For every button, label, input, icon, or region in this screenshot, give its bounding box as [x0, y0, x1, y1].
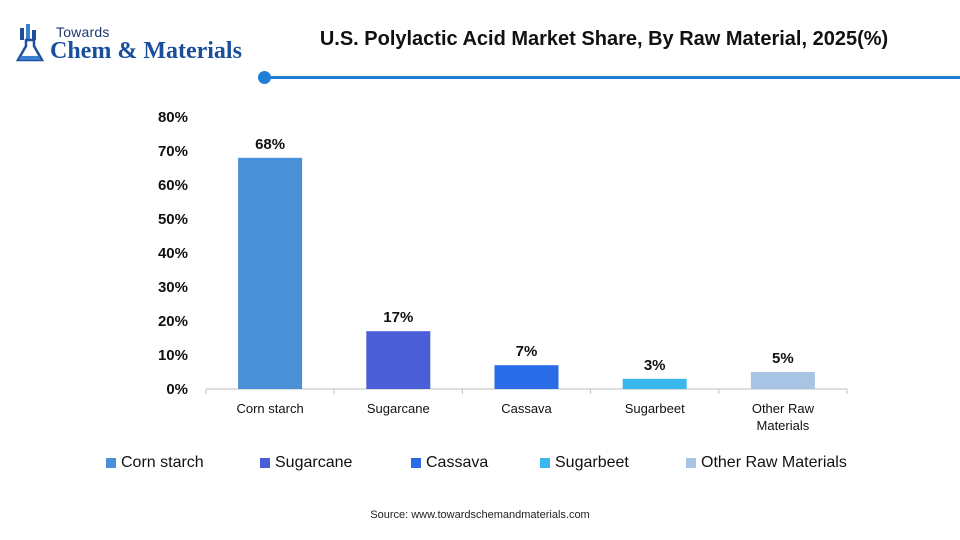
bar-1 [366, 331, 431, 389]
data-label: 3% [644, 357, 666, 374]
data-label: 17% [383, 309, 413, 326]
brand-top-text: Towards [56, 24, 110, 40]
y-tick-label: 20% [158, 313, 188, 330]
x-tick-label: Materials [757, 418, 810, 433]
y-tick-label: 50% [158, 211, 188, 228]
data-label: 5% [772, 350, 794, 367]
legend-item: Sugarcane [260, 454, 352, 472]
y-tick-label: 10% [158, 347, 188, 364]
title-rule [270, 76, 960, 79]
bar-3 [622, 378, 687, 389]
x-tick-label: Sugarbeet [625, 401, 685, 416]
chart-title: U.S. Polylactic Acid Market Share, By Ra… [319, 28, 889, 50]
bar-chart: 0% 10% 20% 30% 40% 50% 60% 70% 80% 68% Corn starch… [158, 109, 848, 433]
y-tick-label: 0% [166, 381, 188, 398]
y-tick-label: 60% [158, 177, 188, 194]
x-tick-label: Cassava [501, 401, 552, 416]
brand-logo: Towards Chem & Materials [16, 22, 256, 68]
legend-swatch [686, 458, 696, 468]
legend-label: Cassava [426, 454, 489, 471]
title-rule-dot [258, 71, 271, 84]
x-tick-label: Corn starch [236, 401, 303, 416]
chart-legend: Corn starch Sugarcane Cassava Sugarbeet Othe… [0, 454, 960, 476]
legend-swatch [260, 458, 270, 468]
x-tick-label: Sugarcane [367, 401, 430, 416]
flask-icon [16, 24, 45, 62]
data-label: 7% [516, 343, 538, 360]
legend-label: Sugarcane [275, 454, 353, 471]
y-tick-label: 40% [158, 245, 188, 262]
brand-main-text: Chem & Materials [50, 38, 242, 64]
source-text: Source: www.towardschemandmaterials.com [370, 509, 590, 521]
legend-item: Sugarbeet [540, 454, 629, 472]
legend-label: Sugarbeet [555, 454, 629, 471]
x-tick-label: Other Raw [752, 401, 815, 416]
legend-swatch [540, 458, 550, 468]
legend-item: Cassava [411, 454, 488, 472]
data-label: 68% [255, 136, 285, 153]
legend-swatch [411, 458, 421, 468]
legend-label: Corn starch [121, 454, 204, 471]
legend-item: Other Raw Materials [686, 454, 847, 472]
legend-swatch [106, 458, 116, 468]
legend-label: Other Raw Materials [701, 454, 847, 471]
y-tick-label: 80% [158, 109, 188, 126]
bar-2 [494, 365, 559, 389]
y-tick-label: 70% [158, 143, 188, 160]
legend-item: Corn starch [106, 454, 204, 472]
bar-0 [238, 157, 303, 389]
y-tick-label: 30% [158, 279, 188, 296]
bar-4 [750, 372, 815, 389]
